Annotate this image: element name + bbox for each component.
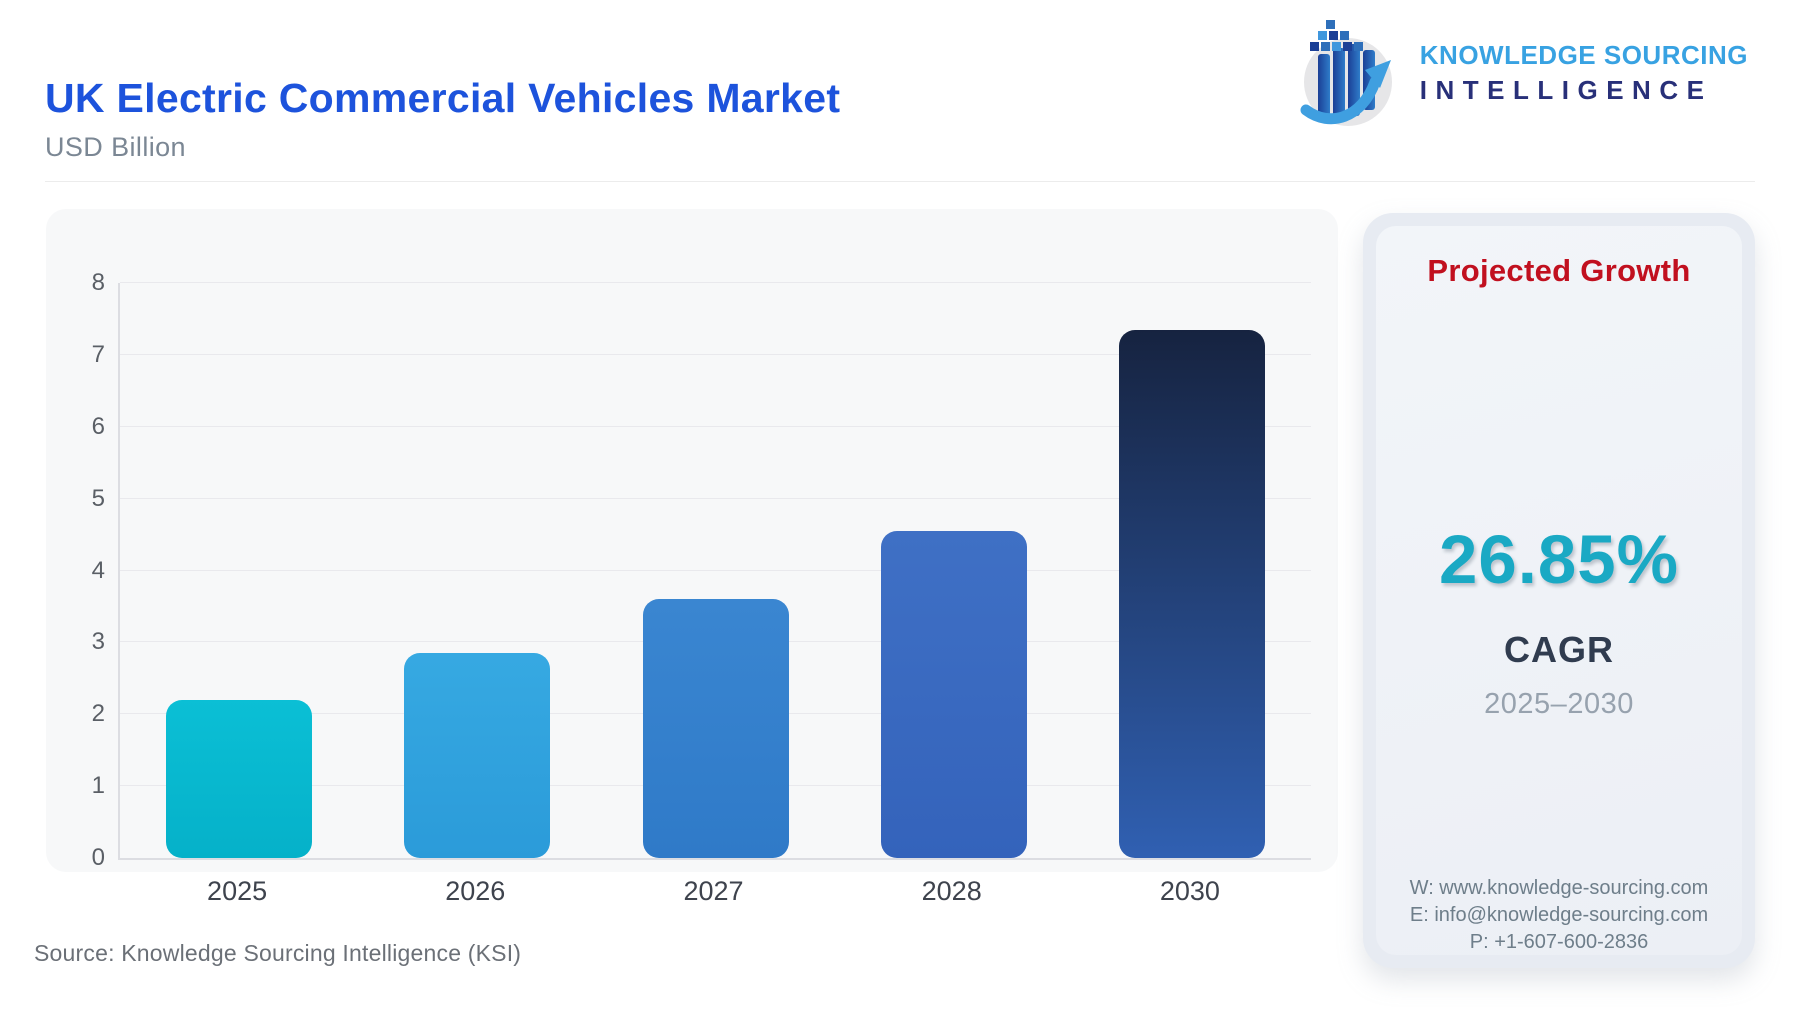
gridline-8 <box>120 282 1311 283</box>
ksi-logo: KNOWLEDGE SOURCING INTELLIGENCE <box>1292 18 1748 128</box>
contact-email: E: info@knowledge-sourcing.com <box>1409 904 1709 926</box>
bar-2028 <box>880 530 1027 858</box>
logo-arrow-icon <box>1300 60 1391 125</box>
page-title: UK Electric Commercial Vehicles Market <box>45 75 841 122</box>
logo-line1: KNOWLEDGE SOURCING <box>1419 40 1748 70</box>
x-tick-2025: 2025 <box>207 876 268 906</box>
y-tick-3: 3 <box>91 628 105 656</box>
y-tick-2: 2 <box>91 700 105 728</box>
y-tick-1: 1 <box>91 772 105 800</box>
bar-2026 <box>404 653 551 858</box>
gridline-6 <box>120 425 1311 427</box>
y-tick-5: 5 <box>91 484 105 512</box>
source-note: Source: Knowledge Sourcing Intelligence … <box>34 940 522 966</box>
contact-website: W: www.knowledge-sourcing.com <box>1409 877 1709 899</box>
growth-panel: Projected Growth 26.85% CAGR 2025–2030 W… <box>1363 213 1755 968</box>
y-tick-7: 7 <box>91 340 105 368</box>
cagr-value: 26.85% <box>1438 521 1680 598</box>
logo-line2: INTELLIGENCE <box>1419 75 1713 105</box>
x-tick-2027: 2027 <box>683 876 744 906</box>
contact-phone: P: +1-607-600-2836 <box>1469 931 1649 953</box>
y-axis-labels: 0 1 2 3 4 5 6 7 8 <box>40 269 105 871</box>
x-tick-2028: 2028 <box>921 876 982 906</box>
x-axis-labels: 2025 2026 2027 2028 2030 <box>118 876 1309 910</box>
gridline-7 <box>120 353 1311 355</box>
y-tick-4: 4 <box>91 556 105 584</box>
y-tick-0: 0 <box>91 844 105 871</box>
cagr-period: 2025–2030 <box>1484 688 1634 720</box>
growth-panel-inner: Projected Growth 26.85% CAGR 2025–2030 W… <box>1376 226 1742 955</box>
chart-unit-label: USD Billion <box>45 132 186 162</box>
ksi-logo-mark-icon <box>1300 20 1392 126</box>
cagr-label: CAGR <box>1504 629 1614 670</box>
bar-2025 <box>166 699 313 858</box>
header-divider <box>45 181 1755 182</box>
y-tick-6: 6 <box>91 412 105 440</box>
logo-pixels <box>1309 20 1363 51</box>
plot-area <box>118 282 1311 860</box>
contact-block: W: www.knowledge-sourcing.com E: info@kn… <box>1376 875 1742 956</box>
y-tick-8: 8 <box>91 269 105 296</box>
gridline-5 <box>120 497 1311 499</box>
bar-2030 <box>1118 329 1265 858</box>
panel-heading: Projected Growth <box>1427 253 1691 288</box>
x-tick-2030: 2030 <box>1159 876 1220 906</box>
bar-2027 <box>642 599 789 858</box>
gridline-4 <box>120 569 1311 571</box>
ksi-logo-text: KNOWLEDGE SOURCING INTELLIGENCE <box>1420 40 1748 106</box>
x-tick-2026: 2026 <box>445 876 506 906</box>
